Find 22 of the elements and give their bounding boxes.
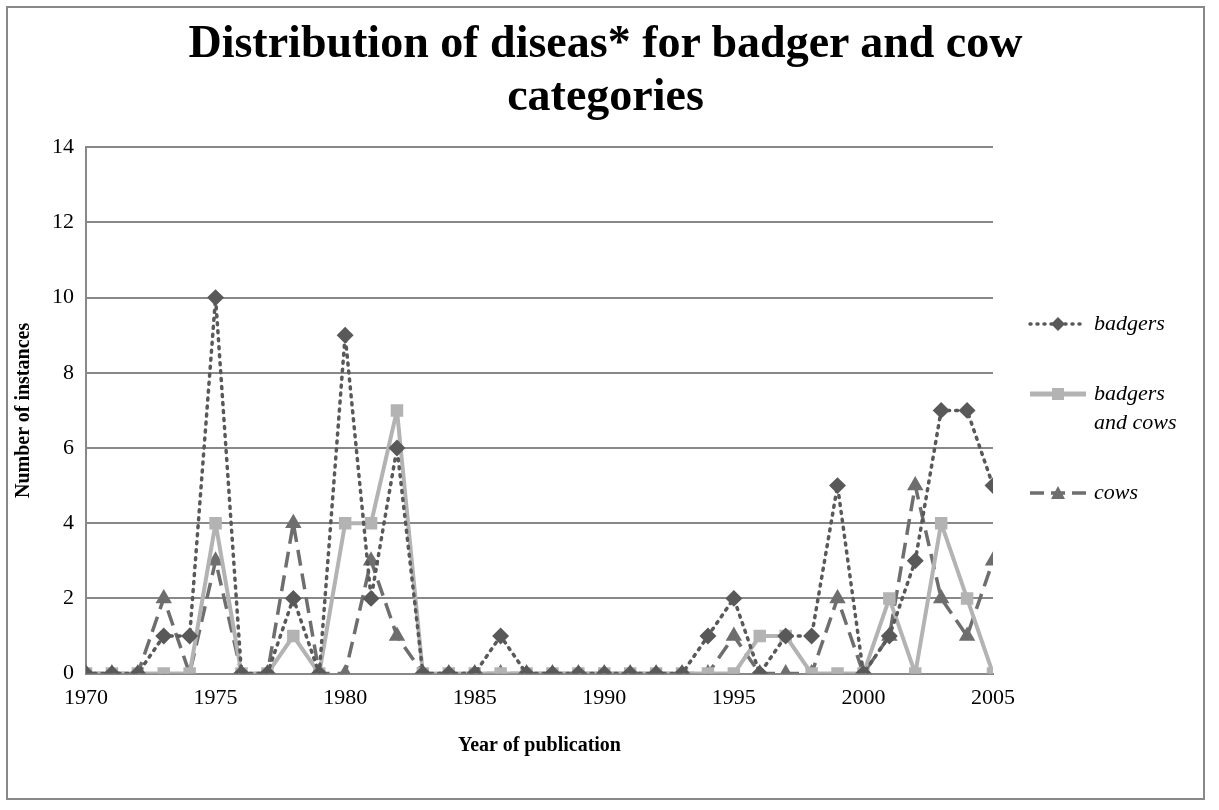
y-tick-label: 8 xyxy=(63,358,74,384)
y-tick-label: 2 xyxy=(63,583,74,609)
legend-label: cows xyxy=(1094,478,1139,507)
y-tick-label: 4 xyxy=(63,508,74,534)
y-axis-title: Number of instances xyxy=(11,322,34,498)
y-tick-label: 6 xyxy=(63,433,74,459)
x-tick-label: 1975 xyxy=(193,683,238,709)
x-tick-label: 1985 xyxy=(452,683,497,709)
x-tick-label: 1995 xyxy=(711,683,756,709)
x-tick-label: 1990 xyxy=(582,683,627,709)
y-tick-label: 0 xyxy=(63,659,74,685)
legend-label: badgers xyxy=(1094,309,1166,337)
y-tick-label: 14 xyxy=(52,132,74,158)
y-tick-label: 12 xyxy=(52,207,74,233)
x-axis-title: Year of publication xyxy=(458,732,621,756)
x-tick-label: 2005 xyxy=(971,683,1015,709)
x-tick-label: 1980 xyxy=(323,683,368,709)
x-tick-label: 2000 xyxy=(841,683,886,709)
chart-title: Distribution of diseas* for badger and cow categories xyxy=(187,15,1024,122)
x-tick-label: 1970 xyxy=(64,683,108,709)
legend-label: badgers and cows xyxy=(1094,378,1178,437)
y-tick-label: 10 xyxy=(52,283,74,309)
